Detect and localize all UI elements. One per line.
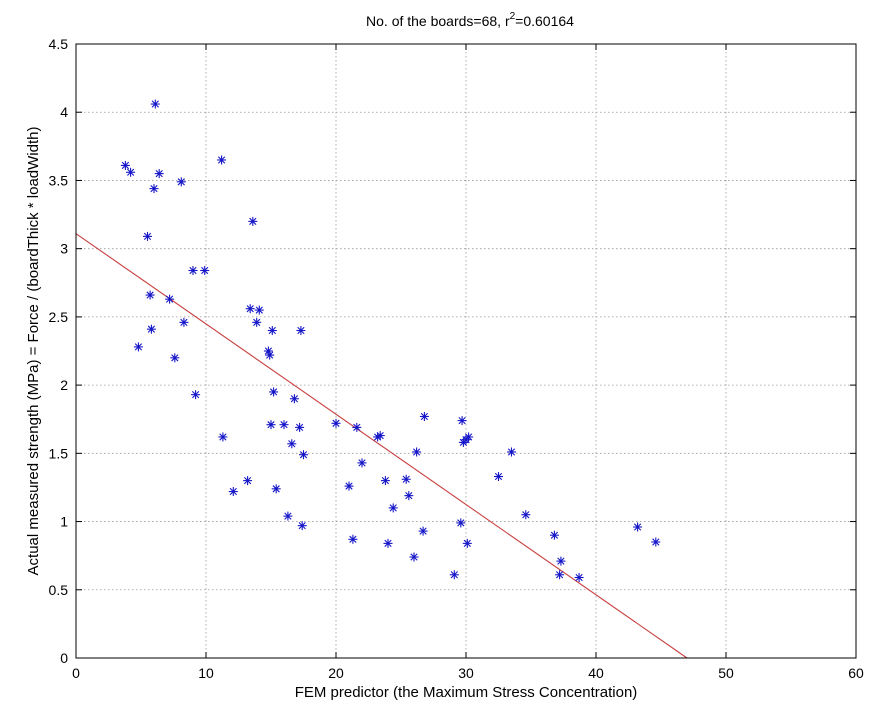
data-point <box>380 476 390 486</box>
data-point <box>555 570 565 580</box>
data-point <box>295 422 305 432</box>
data-point <box>176 177 186 187</box>
x-tick-label: 60 <box>848 665 864 681</box>
data-point <box>352 422 362 432</box>
data-point <box>150 99 160 109</box>
x-axis-label: FEM predictor (the Maximum Stress Concen… <box>295 684 638 701</box>
data-point <box>556 556 566 566</box>
data-point <box>126 167 136 177</box>
y-tick-label: 3 <box>60 241 68 257</box>
chart-title-main: No. of the boards=68, r <box>366 13 510 29</box>
data-point <box>412 447 422 457</box>
data-point <box>383 538 393 548</box>
x-tick-label: 50 <box>718 665 734 681</box>
data-point <box>269 387 279 397</box>
data-point <box>456 518 466 528</box>
regression-line <box>75 233 688 659</box>
data-point <box>409 552 419 562</box>
data-point <box>228 487 238 497</box>
chart-title-tail: =0.60164 <box>515 13 574 29</box>
data-point <box>348 534 358 544</box>
x-tick-label: 20 <box>328 665 344 681</box>
y-tick-label: 1.5 <box>49 445 69 461</box>
data-point <box>170 353 180 363</box>
y-tick-label: 0.5 <box>49 582 69 598</box>
data-point <box>191 390 201 400</box>
data-point <box>299 450 308 460</box>
y-tick-label: 1 <box>60 514 68 530</box>
data-point <box>266 420 276 430</box>
y-tick-label: 4 <box>60 104 68 120</box>
data-point <box>200 265 210 275</box>
data-point <box>388 503 398 513</box>
data-point <box>146 324 156 334</box>
x-tick-label: 0 <box>72 665 80 681</box>
data-point <box>179 317 189 327</box>
y-tick-label: 0 <box>60 650 68 666</box>
data-point <box>143 231 152 241</box>
y-tick-label: 2.5 <box>49 309 69 325</box>
data-point <box>145 290 155 300</box>
data-point <box>449 570 459 580</box>
data-points <box>120 99 661 582</box>
data-point <box>283 511 293 521</box>
y-tick-label: 4.5 <box>49 36 69 52</box>
data-point <box>165 294 175 304</box>
data-point <box>331 418 341 428</box>
data-point <box>267 326 277 336</box>
data-point <box>418 526 428 536</box>
data-point <box>289 394 299 404</box>
data-point <box>120 160 130 170</box>
data-point <box>344 481 354 491</box>
data-point <box>404 491 414 501</box>
data-point <box>494 472 503 482</box>
data-point <box>419 411 429 421</box>
data-point <box>154 169 164 179</box>
data-point <box>296 326 306 336</box>
x-tick-label: 30 <box>458 665 474 681</box>
data-point <box>149 184 159 194</box>
data-point <box>457 416 467 426</box>
data-point <box>357 458 367 468</box>
data-point <box>133 342 143 352</box>
x-tick-label: 40 <box>588 665 604 681</box>
data-point <box>271 484 281 494</box>
data-point <box>218 432 228 442</box>
chart-title: No. of the boards=68, r2=0.60164 <box>366 11 574 29</box>
fit-line-layer <box>75 233 688 659</box>
data-point <box>279 420 289 430</box>
y-tick-label: 3.5 <box>49 172 69 188</box>
data-point <box>245 304 255 314</box>
data-point <box>375 431 385 441</box>
data-point <box>401 474 411 484</box>
data-point <box>252 317 262 327</box>
data-point <box>651 537 661 547</box>
y-tick-label: 2 <box>60 377 68 393</box>
data-point <box>297 521 307 531</box>
x-tick-label: 10 <box>198 665 214 681</box>
data-point <box>521 510 531 520</box>
data-point <box>265 350 275 360</box>
data-point <box>254 305 264 315</box>
data-point <box>462 538 472 548</box>
data-point <box>633 522 643 532</box>
axis-ticks: 0 10 20 30 40 50 60 0 0.5 1 1.5 2 2.5 3 3.5 4 4.5 <box>49 36 864 681</box>
data-point <box>243 476 253 486</box>
chart-title-superscript: 2 <box>510 11 516 22</box>
y-axis-label: Actual measured strength (MPa) = Force /… <box>25 127 42 576</box>
data-point <box>248 216 258 226</box>
data-point <box>217 155 227 165</box>
grid <box>76 44 856 658</box>
data-point <box>287 439 297 449</box>
data-point <box>549 530 559 540</box>
data-point <box>461 435 471 445</box>
data-point <box>507 447 516 457</box>
data-point <box>188 265 198 275</box>
data-point <box>574 572 584 582</box>
